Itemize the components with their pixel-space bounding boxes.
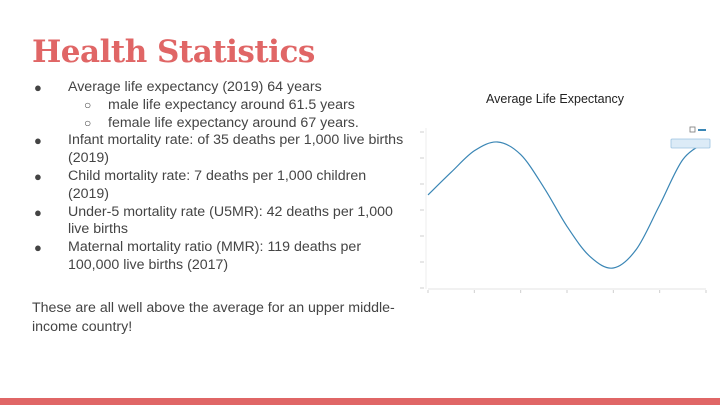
legend-swatch	[698, 129, 706, 131]
bullet-dot-icon: ●	[34, 168, 42, 184]
bullet-item: ● Infant mortality rate: of 35 deaths per…	[34, 132, 410, 168]
series-line	[427, 141, 707, 269]
bullet-text: Child mortality rate: 7 deaths per 1,000…	[68, 167, 367, 202]
bullet-item: ● Under-5 mortality rate (U5MR): 42 death…	[34, 204, 410, 240]
tooltip-box	[670, 138, 711, 149]
chart-axes	[420, 128, 707, 293]
slide-title: Health Statistics	[32, 34, 315, 70]
bullet-text: Infant mortality rate: of 35 deaths per …	[68, 132, 404, 167]
bullet-item: ○ female life expectancy around 67 years.	[34, 115, 410, 133]
chart-series	[427, 141, 707, 269]
bullet-dot-icon: ●	[34, 240, 42, 256]
legend-checkbox-icon	[689, 126, 696, 133]
bullet-item: ● Average life expectancy (2019) 64 years	[34, 79, 410, 97]
bullet-text: Under-5 mortality rate (U5MR): 42 deaths…	[68, 203, 393, 238]
bullet-text: Maternal mortality ratio (MMR): 119 deat…	[68, 239, 362, 273]
chart-title: Average Life Expectancy	[486, 92, 625, 106]
bullet-item: ● Maternal mortality ratio (MMR): 119 dea…	[34, 239, 410, 275]
bottom-accent-bar	[0, 398, 720, 405]
bullet-circle-icon: ○	[84, 115, 92, 130]
bullet-list: ● Average life expectancy (2019) 64 years…	[34, 79, 410, 275]
bullet-text: male life expectancy around 61.5 years	[108, 96, 355, 113]
bullet-item: ○ male life expectancy around 61.5 years	[34, 97, 410, 115]
bullet-dot-icon: ●	[34, 204, 42, 220]
bullet-circle-icon: ○	[84, 97, 92, 112]
bullet-text: female life expectancy around 67 years.	[108, 114, 359, 131]
summary-text: These are all well above the average for…	[32, 300, 395, 335]
bullet-dot-icon: ●	[34, 133, 42, 149]
bullet-dot-icon: ●	[34, 80, 42, 95]
bullet-item: ● Child mortality rate: 7 deaths per 1,00…	[34, 168, 410, 204]
chart-legend	[670, 126, 711, 149]
bullet-text: Average life expectancy (2019) 64 years	[68, 79, 322, 95]
